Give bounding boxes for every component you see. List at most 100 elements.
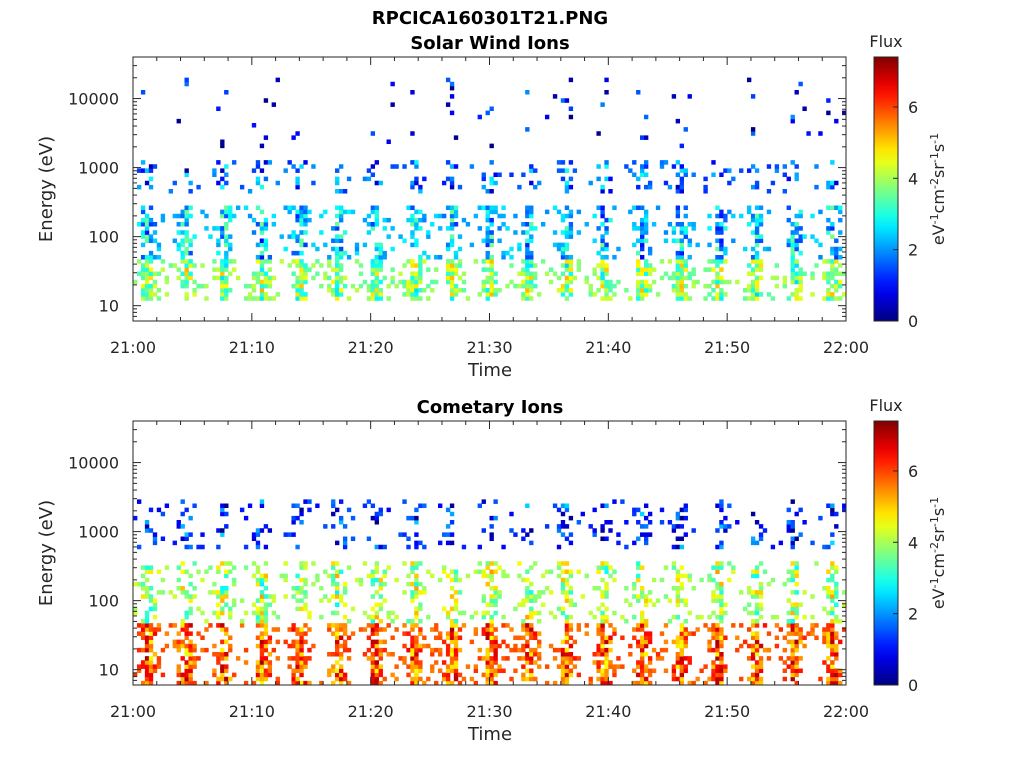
- spectrogram-cell: [449, 81, 455, 87]
- spectrogram-cell: [564, 594, 570, 599]
- spectrogram-cell: [517, 283, 522, 289]
- spectrogram-cell: [560, 577, 566, 583]
- spectrogram-cell: [568, 259, 574, 264]
- spectrogram-cell: [410, 668, 415, 674]
- spectrogram-cell: [477, 114, 482, 120]
- spectrogram-cell: [529, 168, 534, 173]
- x-tick-label: 21:40: [585, 338, 631, 357]
- spectrogram-cell: [374, 205, 379, 211]
- spectrogram-cell: [287, 160, 292, 165]
- spectrogram-cell: [263, 246, 269, 252]
- spectrogram-cell: [636, 205, 641, 211]
- spectrogram-cell: [746, 222, 752, 227]
- spectrogram-cell: [719, 213, 724, 219]
- spectrogram-cell: [331, 238, 336, 244]
- spectrogram-cell: [640, 242, 645, 248]
- spectrogram-cell: [632, 511, 637, 517]
- spectrogram-cell: [842, 271, 847, 277]
- spectrogram-cell: [529, 226, 534, 231]
- spectrogram-cell: [144, 676, 150, 682]
- spectrogram-cell: [220, 283, 225, 289]
- spectrogram-cell: [632, 586, 637, 591]
- spectrogram-cell: [632, 172, 637, 178]
- spectrogram-cell: [786, 623, 791, 628]
- spectrogram-cell: [418, 631, 423, 636]
- spectrogram-cell: [346, 565, 352, 570]
- spectrogram-cell: [596, 205, 601, 211]
- spectrogram-cell: [477, 647, 482, 653]
- spectrogram-cell: [600, 614, 605, 620]
- spectrogram-cell: [441, 606, 447, 612]
- spectrogram-cell: [224, 652, 229, 657]
- spectrogram-cell: [255, 275, 261, 281]
- spectrogram-cell: [267, 275, 273, 281]
- spectrogram-cell: [715, 238, 720, 244]
- spectrogram-cell: [640, 296, 645, 301]
- spectrogram-cell: [382, 647, 387, 653]
- spectrogram-cell: [485, 635, 490, 641]
- spectrogram-cell: [350, 209, 356, 215]
- spectrogram-cell: [750, 536, 756, 542]
- spectrogram-cell: [188, 263, 193, 268]
- spectrogram-cell: [303, 602, 308, 608]
- spectrogram-cell: [251, 123, 257, 128]
- spectrogram-cell: [679, 536, 684, 542]
- spectrogram-cell: [299, 520, 304, 525]
- spectrogram-cell: [410, 676, 415, 682]
- spectrogram-cell: [291, 532, 296, 537]
- spectrogram-cell: [299, 664, 304, 669]
- spectrogram-cell: [822, 606, 827, 612]
- spectrogram-cell: [323, 569, 328, 575]
- spectrogram-cell: [521, 647, 526, 653]
- spectrogram-cell: [754, 635, 760, 641]
- spectrogram-cell: [144, 627, 150, 632]
- spectrogram-cell: [481, 627, 486, 632]
- spectrogram-cell: [299, 606, 304, 612]
- spectrogram-cell: [295, 680, 300, 686]
- spectrogram-cell: [754, 242, 760, 248]
- spectrogram-cell: [537, 639, 542, 645]
- spectrogram-cell: [152, 631, 158, 636]
- spectrogram-cell: [489, 668, 494, 674]
- spectrogram-cell: [683, 267, 688, 272]
- spectrogram-cell: [640, 590, 645, 595]
- spectrogram-cell: [220, 209, 225, 215]
- spectrogram-cell: [335, 250, 340, 256]
- spectrogram-cell: [830, 503, 835, 509]
- spectrogram-cell: [453, 255, 459, 260]
- spectrogram-cell: [600, 643, 605, 649]
- spectrogram-cell: [220, 279, 225, 285]
- spectrogram-cell: [438, 647, 443, 653]
- spectrogram-cell: [640, 532, 645, 537]
- spectrogram-cell: [148, 680, 154, 686]
- spectrogram-cell: [568, 540, 574, 546]
- spectrogram-cell: [156, 590, 162, 595]
- spectrogram-cell: [414, 515, 419, 521]
- spectrogram-cell: [834, 635, 839, 641]
- spectrogram-cell: [327, 275, 332, 281]
- spectrogram-cell: [445, 631, 451, 636]
- spectrogram-cell: [176, 118, 181, 124]
- spectrogram-cell: [834, 614, 839, 620]
- spectrogram-cell: [560, 263, 566, 268]
- spectrogram-cell: [453, 664, 459, 669]
- spectrogram-cell: [235, 275, 241, 281]
- spectrogram-cell: [144, 619, 150, 624]
- spectrogram-cell: [643, 238, 649, 244]
- spectrogram-cell: [335, 234, 340, 239]
- spectrogram-cell: [754, 283, 760, 289]
- spectrogram-cell: [683, 668, 688, 674]
- spectrogram-cell: [667, 222, 673, 227]
- spectrogram-cell: [160, 577, 166, 583]
- spectrogram-cell: [830, 180, 835, 186]
- spectrogram-cell: [600, 238, 605, 244]
- spectrogram-cell: [743, 296, 748, 301]
- spectrogram-cell: [449, 234, 455, 239]
- spectrogram-cell: [378, 602, 383, 608]
- spectrogram-cell: [838, 283, 843, 289]
- spectrogram-cell: [184, 259, 189, 264]
- spectrogram-cell: [830, 540, 835, 546]
- spectrogram-cell: [220, 610, 225, 616]
- spectrogram-cell: [279, 234, 284, 239]
- spectrogram-cell: [136, 271, 142, 277]
